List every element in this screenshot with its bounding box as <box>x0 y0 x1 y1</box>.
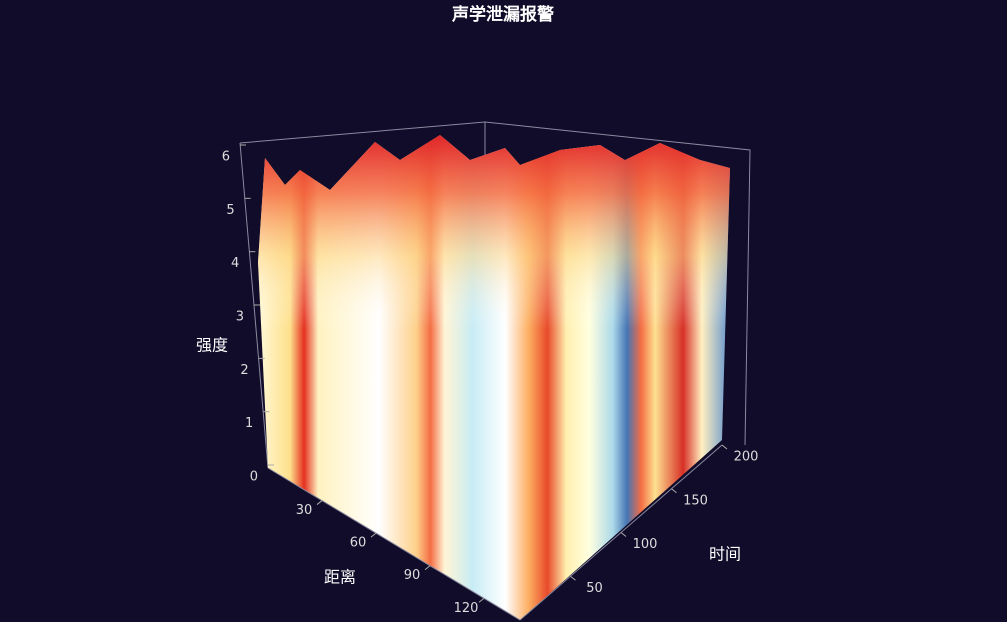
y-tick-label: 100 <box>633 537 658 552</box>
y-axis-name: 时间 <box>709 545 741 564</box>
z-axis-name: 强度 <box>196 336 228 355</box>
x-tick <box>478 597 485 603</box>
x-tick <box>370 532 377 538</box>
z-tick-label: 1 <box>245 416 253 431</box>
y-tick <box>721 444 728 450</box>
z-tick-label: 0 <box>250 470 258 485</box>
x-tick <box>424 565 431 571</box>
y-tick <box>620 532 627 537</box>
x-tick <box>316 500 323 505</box>
x-tick-label: 120 <box>454 601 479 616</box>
surface <box>258 135 730 620</box>
x-axis-line <box>267 467 521 621</box>
x-tick-label: 90 <box>404 568 421 583</box>
z-tick-label: 5 <box>226 203 234 218</box>
x-tick-label: 30 <box>296 503 313 518</box>
y-tick-label: 50 <box>586 581 603 596</box>
y-tick <box>671 488 677 494</box>
y-tick-label: 150 <box>683 493 708 508</box>
x-tick-label: 60 <box>350 536 367 551</box>
z-tick-label: 3 <box>236 310 244 325</box>
box-edge <box>239 121 751 446</box>
y-tick-label: 200 <box>734 450 759 465</box>
x-axis-name: 距离 <box>324 568 356 587</box>
chart-title: 声学泄漏报警 <box>451 4 554 25</box>
z-tick-label: 2 <box>240 363 248 378</box>
z-tick-label: 4 <box>231 256 239 271</box>
z-tick-label: 6 <box>222 150 230 165</box>
surface-shade <box>258 135 730 620</box>
y-tick <box>570 575 576 581</box>
